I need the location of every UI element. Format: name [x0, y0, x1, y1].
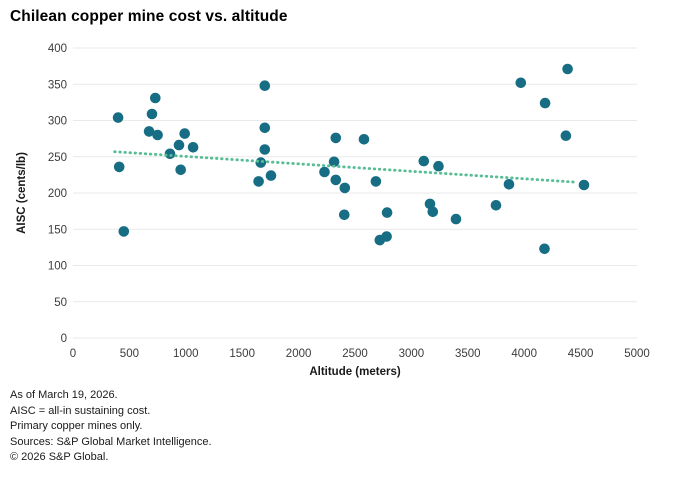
scatter-point [560, 130, 572, 141]
scatter-point [255, 157, 267, 168]
scatter-point [187, 142, 199, 153]
scatter-point [381, 207, 393, 218]
scatter-point [427, 206, 439, 218]
y-tick-label: 250 [48, 152, 67, 164]
y-tick-label: 50 [54, 297, 67, 309]
scatter-point [152, 129, 163, 141]
x-tick-label: 0 [70, 348, 76, 360]
scatter-point [539, 97, 551, 109]
x-tick-label: 4500 [568, 348, 594, 360]
scatter-point [515, 77, 527, 89]
x-tick-label: 3500 [455, 348, 481, 360]
trend-line [113, 150, 577, 184]
x-tick-label: 1500 [229, 348, 255, 360]
footnote-as-of-date: As of March 19, 2026. [10, 389, 118, 401]
scatter-point [265, 170, 277, 181]
x-tick-label: 500 [120, 348, 139, 360]
scatter-point [330, 132, 342, 144]
y-tick-label: 400 [48, 43, 67, 55]
x-tick-label: 3000 [399, 348, 425, 360]
scatter-point [259, 80, 271, 91]
chart-footnotes: As of March 19, 2026. AISC = all-in sust… [10, 388, 212, 466]
chart-title: Chilean copper mine cost vs. altitude [10, 8, 288, 25]
scatter-point [143, 126, 155, 137]
x-axis-title: Altitude (meters) [309, 366, 401, 378]
x-tick-label: 2500 [342, 348, 368, 360]
scatter-point [381, 231, 392, 242]
y-tick-label: 0 [61, 333, 67, 345]
scatter-point [259, 122, 271, 134]
scatter-point [503, 179, 515, 190]
scatter-point [179, 128, 190, 139]
scatter-point [370, 176, 382, 187]
x-tick-label: 2000 [286, 348, 312, 360]
scatter-point [328, 156, 340, 168]
scatter-point [339, 182, 351, 194]
scatter-point [418, 155, 430, 167]
footnote-aisc-definition: AISC = all-in sustaining cost. [10, 404, 151, 417]
x-tick-label: 4000 [511, 348, 537, 360]
scatter-point [253, 176, 264, 187]
y-tick-label: 100 [48, 261, 67, 273]
scatter-point [562, 63, 573, 75]
scatter-point [330, 174, 342, 186]
y-tick-label: 150 [48, 224, 67, 236]
scatter-point [175, 164, 186, 176]
scatter-point [539, 243, 550, 255]
y-tick-label: 200 [48, 188, 67, 200]
x-tick-label: 1000 [173, 348, 199, 360]
y-tick-label: 350 [48, 79, 67, 91]
scatter-point [164, 148, 176, 160]
scatter-point [173, 139, 185, 151]
scatter-point [113, 161, 125, 173]
footnote-sources: Sources: S&P Global Market Intelligence. [10, 435, 212, 448]
y-axis-title: AISC (cents/lb) [16, 152, 28, 234]
scatter-point [450, 213, 462, 225]
scatter-point [319, 166, 330, 178]
x-tick-label: 5000 [624, 348, 650, 360]
footnote-scope: Primary copper mines only. [10, 420, 143, 432]
scatter-point [118, 226, 130, 237]
scatter-point [112, 112, 124, 123]
scatter-point [339, 209, 350, 221]
scatter-point [578, 179, 590, 191]
scatter-point [146, 108, 158, 120]
y-tick-label: 300 [48, 116, 67, 128]
scatter-point [358, 134, 370, 145]
scatter-point [259, 144, 271, 155]
scatter-point [150, 92, 161, 104]
footnote-copyright: © 2026 S&P Global. [10, 451, 109, 463]
scatter-point [490, 200, 502, 211]
scatter-point [433, 160, 444, 172]
